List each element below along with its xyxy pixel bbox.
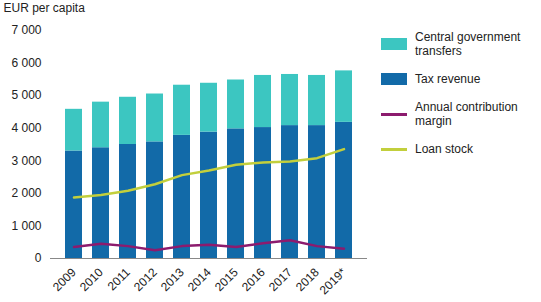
svg-text:2 000: 2 000 <box>11 186 41 200</box>
svg-text:4 000: 4 000 <box>11 121 41 135</box>
svg-text:EUR per capita: EUR per capita <box>4 1 86 15</box>
svg-text:3 000: 3 000 <box>11 154 41 168</box>
svg-text:2015: 2015 <box>212 265 241 294</box>
svg-text:5 000: 5 000 <box>11 88 41 102</box>
svg-text:2014: 2014 <box>185 265 214 294</box>
html-text:Central government transfers: Central government transfers <box>415 30 521 58</box>
html-text:Loan stock: Loan stock <box>415 142 473 156</box>
svg-text:2016: 2016 <box>239 265 268 294</box>
svg-text:0: 0 <box>35 251 42 265</box>
html-text:Tax revenue: Tax revenue <box>415 72 481 86</box>
svg-text:2017: 2017 <box>266 265 295 294</box>
html-text:Annual contribution margin: Annual contribution margin <box>415 100 518 128</box>
svg-text:2010: 2010 <box>77 265 106 294</box>
svg-text:7 000: 7 000 <box>11 23 41 37</box>
svg-text:2018: 2018 <box>293 265 322 294</box>
svg-text:6 000: 6 000 <box>11 56 41 70</box>
svg-text:2009: 2009 <box>50 265 79 294</box>
svg-text:2012: 2012 <box>131 265 160 294</box>
svg-text:2013: 2013 <box>158 265 187 294</box>
svg-text:2019*: 2019* <box>317 265 349 297</box>
svg-text:2011: 2011 <box>105 265 133 293</box>
svg-text:1 000: 1 000 <box>11 219 41 233</box>
